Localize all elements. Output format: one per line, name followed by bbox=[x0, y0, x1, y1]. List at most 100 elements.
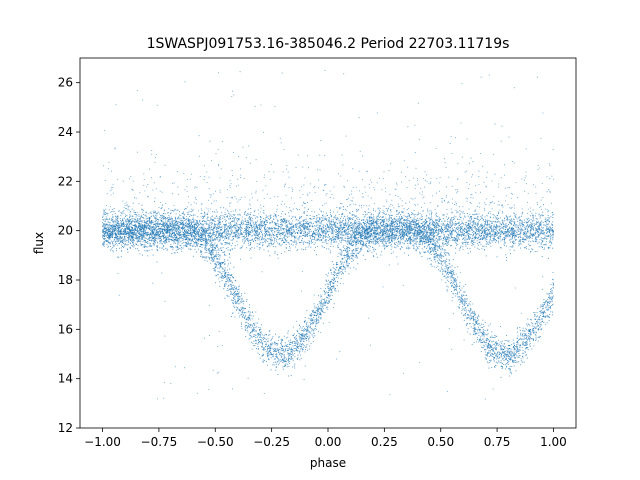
data-point bbox=[539, 216, 541, 218]
data-point bbox=[275, 224, 277, 226]
data-point bbox=[141, 230, 143, 232]
data-point bbox=[303, 242, 305, 244]
data-point bbox=[419, 251, 421, 253]
data-point bbox=[227, 246, 229, 249]
data-point bbox=[212, 246, 214, 248]
data-point bbox=[228, 236, 230, 238]
data-point bbox=[477, 233, 479, 235]
data-point bbox=[283, 354, 285, 356]
data-point bbox=[138, 214, 140, 216]
data-point bbox=[354, 250, 356, 252]
data-point bbox=[263, 233, 266, 235]
data-point bbox=[280, 235, 282, 237]
data-point bbox=[256, 322, 259, 324]
data-point bbox=[446, 229, 448, 231]
data-point bbox=[105, 216, 107, 218]
data-point bbox=[214, 242, 216, 244]
data-point bbox=[484, 357, 486, 359]
data-point bbox=[269, 242, 271, 244]
data-point bbox=[496, 231, 498, 233]
data-point bbox=[171, 230, 173, 232]
data-point bbox=[339, 237, 341, 239]
data-point bbox=[299, 354, 301, 356]
data-point bbox=[536, 239, 538, 241]
data-point bbox=[280, 347, 282, 349]
data-point bbox=[497, 242, 499, 244]
data-point bbox=[450, 208, 452, 210]
data-point bbox=[452, 283, 454, 285]
data-point bbox=[132, 224, 134, 226]
data-point bbox=[324, 226, 327, 228]
data-point bbox=[242, 231, 244, 233]
data-point bbox=[168, 240, 170, 242]
data-point bbox=[429, 213, 431, 215]
data-point bbox=[305, 334, 307, 336]
data-point bbox=[499, 235, 501, 237]
data-point bbox=[515, 348, 517, 350]
data-point bbox=[352, 259, 355, 261]
data-point bbox=[516, 220, 518, 222]
data-point bbox=[250, 208, 252, 210]
data-point bbox=[231, 299, 233, 301]
data-point bbox=[229, 213, 231, 215]
data-point bbox=[370, 216, 373, 218]
data-point bbox=[396, 256, 398, 258]
data-point bbox=[469, 319, 471, 321]
data-point bbox=[259, 233, 261, 235]
data-point bbox=[160, 241, 162, 243]
data-point bbox=[476, 338, 479, 341]
data-point bbox=[332, 288, 334, 290]
data-point bbox=[237, 218, 239, 220]
data-point bbox=[332, 237, 334, 239]
data-point bbox=[485, 246, 487, 248]
data-point bbox=[258, 247, 260, 249]
data-point bbox=[337, 218, 339, 220]
data-point bbox=[485, 358, 487, 360]
data-point bbox=[417, 102, 419, 104]
data-point bbox=[129, 214, 131, 216]
data-point bbox=[497, 344, 499, 346]
data-point bbox=[529, 339, 531, 341]
data-point bbox=[457, 230, 460, 232]
data-point bbox=[129, 242, 131, 244]
data-point bbox=[175, 366, 177, 368]
data-point bbox=[386, 227, 388, 229]
data-point bbox=[525, 232, 528, 234]
data-point bbox=[465, 243, 467, 245]
data-point bbox=[355, 249, 357, 251]
data-point bbox=[272, 243, 274, 246]
data-point bbox=[349, 227, 351, 229]
data-point bbox=[317, 230, 320, 232]
data-point bbox=[544, 218, 546, 221]
data-point bbox=[359, 218, 361, 220]
data-point bbox=[153, 200, 156, 202]
data-point bbox=[493, 360, 495, 362]
data-point bbox=[195, 198, 197, 200]
data-point bbox=[346, 218, 349, 220]
data-point bbox=[328, 236, 331, 238]
data-point bbox=[254, 215, 256, 217]
data-point bbox=[455, 273, 457, 275]
data-point bbox=[504, 220, 506, 222]
data-point bbox=[265, 343, 267, 345]
data-point bbox=[457, 299, 459, 301]
data-point bbox=[507, 354, 510, 356]
data-point bbox=[321, 215, 324, 217]
data-point bbox=[277, 361, 279, 363]
data-point bbox=[218, 230, 220, 232]
data-point bbox=[411, 235, 413, 237]
data-point bbox=[295, 241, 297, 244]
data-point bbox=[537, 229, 539, 231]
data-point bbox=[229, 284, 231, 286]
data-point bbox=[498, 351, 500, 353]
data-point bbox=[550, 304, 552, 307]
data-point bbox=[542, 276, 544, 278]
data-point bbox=[525, 323, 527, 325]
data-point bbox=[153, 212, 155, 214]
data-point bbox=[277, 224, 280, 226]
data-point bbox=[248, 216, 251, 218]
data-point bbox=[264, 348, 266, 351]
data-point bbox=[404, 215, 406, 217]
data-point bbox=[489, 236, 492, 238]
data-point bbox=[488, 367, 490, 369]
